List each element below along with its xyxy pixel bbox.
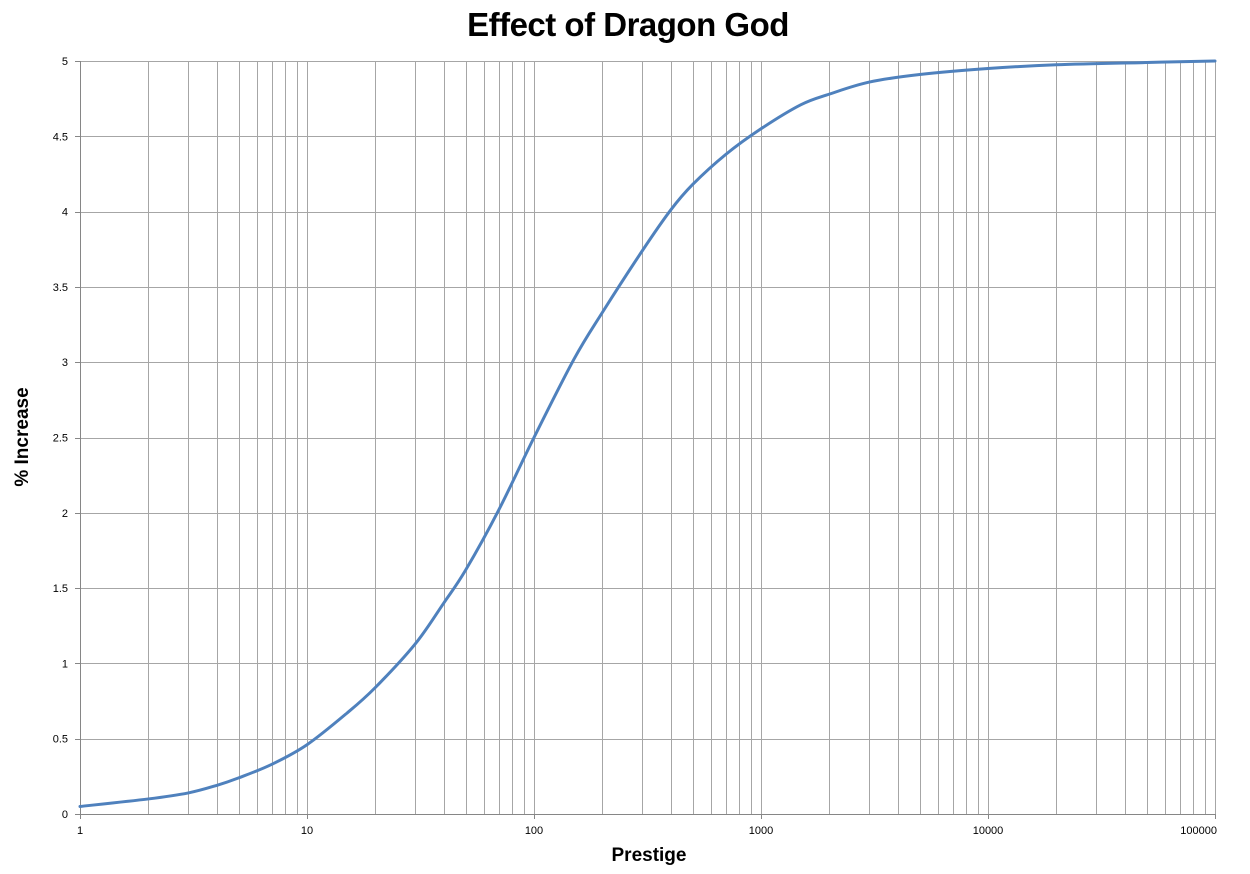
x-tick-label: 1 [77, 825, 83, 837]
grid [75, 61, 1216, 819]
y-tick-label: 3 [62, 357, 68, 369]
y-tick-label: 1.5 [53, 583, 68, 595]
y-tick-label: 0 [62, 809, 68, 821]
x-tick-label: 10000 [973, 825, 1004, 837]
y-tick-label: 1 [62, 658, 68, 670]
y-tick-label: 4.5 [53, 131, 68, 143]
y-tick-label: 4 [62, 207, 68, 219]
x-tick-label: 10 [301, 825, 313, 837]
y-tick-label: 2.5 [53, 433, 68, 445]
x-tick-label: 100000 [1180, 825, 1217, 837]
y-tick-label: 5 [62, 56, 68, 68]
y-tick-label: 3.5 [53, 282, 68, 294]
x-tick-label: 100 [525, 825, 543, 837]
series-layer [78, 59, 1217, 808]
x-tick-label: 1000 [749, 825, 773, 837]
chart-title: Effect of Dragon God [467, 6, 789, 43]
y-axis-title: % Increase [12, 387, 33, 486]
x-axis-title: Prestige [612, 845, 687, 866]
tick-labels: 0 0.5 1 1.5 2 2.5 3 3.5 4 4.5 5 1 10 100 1000 10000 1000… [53, 56, 1217, 837]
series-line [78, 59, 1217, 808]
y-tick-label: 2 [62, 508, 68, 520]
y-tick-label: 0.5 [53, 734, 68, 746]
